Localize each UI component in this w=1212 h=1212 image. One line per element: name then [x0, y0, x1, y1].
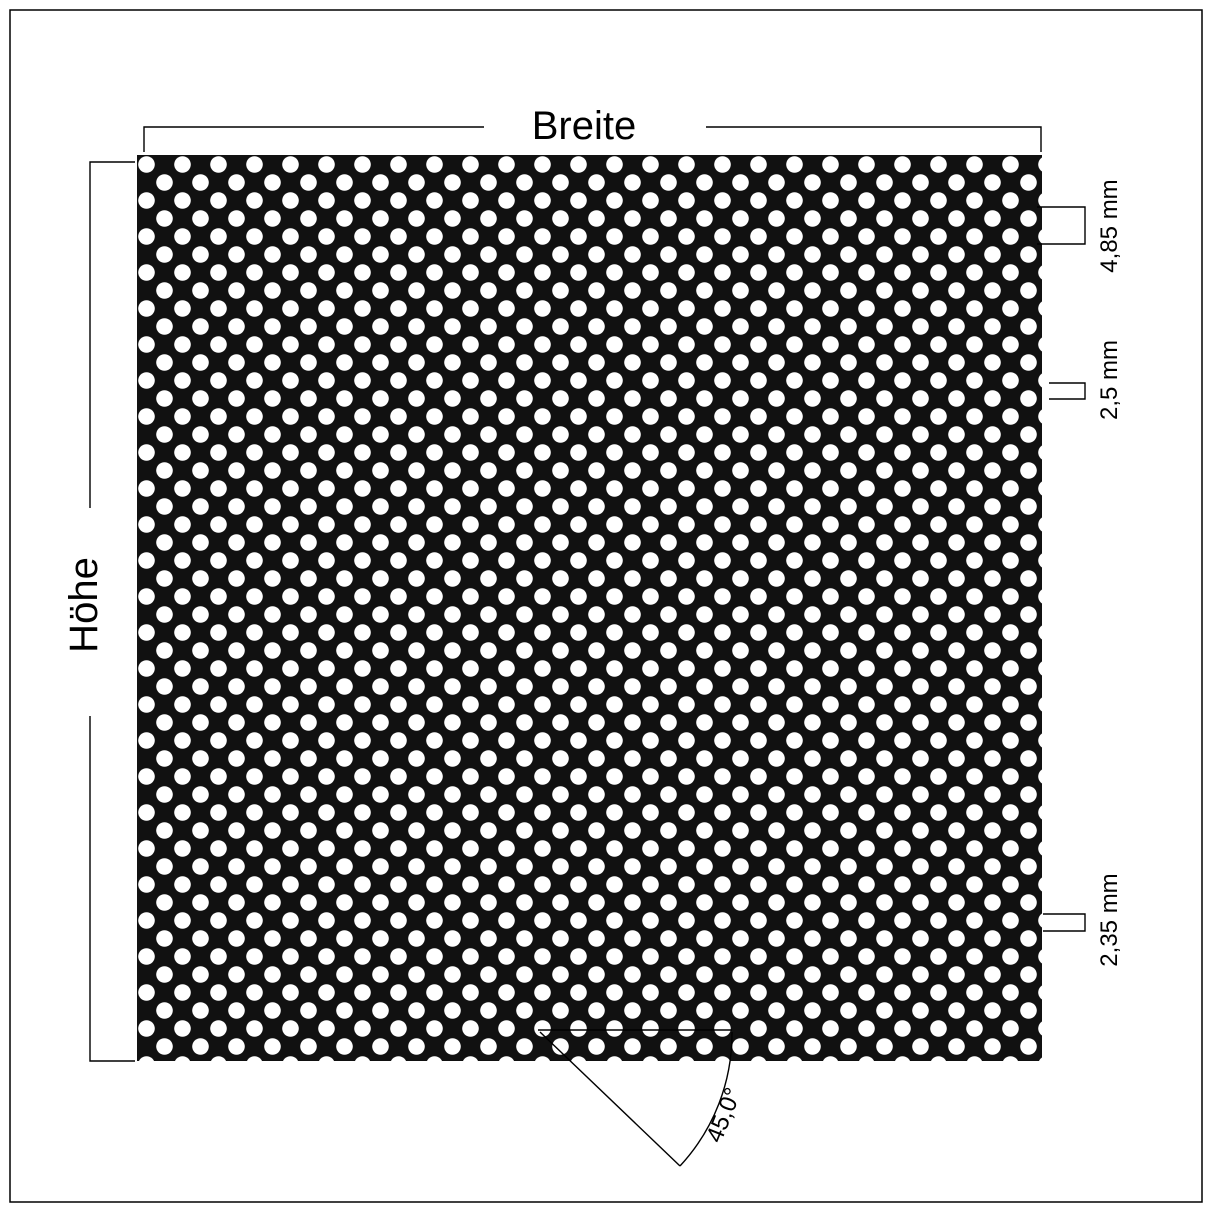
bar-width-label: 2,35 mm — [1096, 873, 1123, 966]
height-dimension: Höhe — [62, 161, 135, 1062]
perforation-holes — [137, 155, 1042, 1061]
width-label: Breite — [532, 104, 637, 148]
angle-label: 45,0° — [701, 1084, 747, 1146]
hole-diameter-dimension: 2,5 mm — [1049, 340, 1123, 420]
pitch-dimension: 4,85 mm — [1037, 179, 1123, 273]
pitch-label: 4,85 mm — [1096, 179, 1123, 272]
bar-width-dimension: 2,35 mm — [1043, 873, 1123, 967]
height-label: Höhe — [62, 557, 106, 653]
drawing-frame — [9, 9, 1203, 1203]
hole-diameter-label: 2,5 mm — [1096, 340, 1123, 420]
width-dimension: Breite — [143, 104, 1042, 152]
